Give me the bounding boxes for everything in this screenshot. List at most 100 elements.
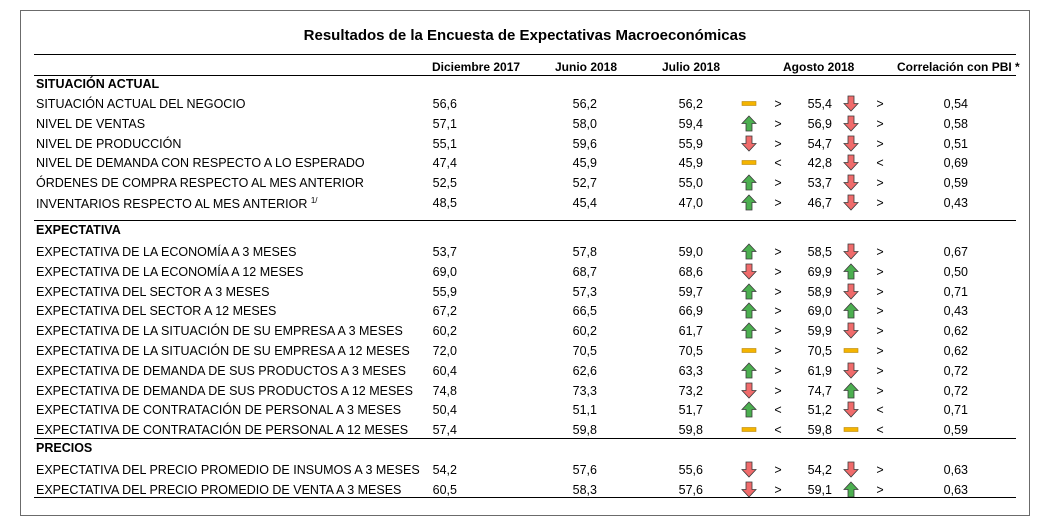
header-correlation: Correlación con PBI * (897, 60, 1020, 74)
value-jul-2018: 51,7 (678, 403, 703, 418)
arrow-up-icon (741, 174, 757, 191)
value-correlation: 0,71 (943, 284, 968, 299)
value-ago-2018: 61,9 (807, 363, 832, 378)
value-dic-2017: 48,5 (432, 196, 457, 210)
table-row: NIVEL DE DEMANDA CON RESPECTO A LO ESPER… (0, 153, 1050, 173)
row-label: EXPECTATIVA DE CONTRATACIÓN DE PERSONAL … (36, 423, 409, 438)
table-row: INVENTARIOS RESPECTO AL MES ANTERIOR 1/4… (0, 193, 1050, 213)
row-label: EXPECTATIVA DE DEMANDA DE SUS PRODUCTOS … (36, 383, 413, 398)
value-dic-2017: 74,8 (432, 383, 457, 398)
value-jun-2018: 45,9 (572, 156, 597, 171)
value-ago-2018: 51,2 (807, 403, 832, 418)
header-rule (34, 54, 1016, 55)
value-dic-2017: 69,0 (432, 264, 457, 279)
arrow-down-icon (741, 263, 757, 280)
comparison-sign: > (774, 284, 782, 299)
row-label: EXPECTATIVA DEL SECTOR A 3 MESES (36, 284, 270, 299)
value-jun-2018: 73,3 (572, 383, 597, 398)
value-correlation: 0,50 (943, 264, 968, 279)
comparison-sign: < (876, 156, 884, 171)
value-jul-2018: 45,9 (678, 156, 703, 171)
value-ago-2018: 59,9 (807, 324, 832, 339)
arrow-down-icon (843, 243, 859, 260)
value-correlation: 0,67 (943, 245, 968, 259)
table-row: EXPECTATIVA DEL PRECIO PROMEDIO DE VENTA… (0, 480, 1050, 500)
value-ago-2018: 59,1 (807, 482, 832, 497)
value-jun-2018: 58,0 (572, 116, 597, 131)
value-dic-2017: 47,4 (432, 156, 457, 171)
value-correlation: 0,59 (943, 176, 968, 191)
arrow-down-icon (843, 194, 859, 211)
dash-icon (741, 342, 757, 359)
comparison-sign: > (876, 97, 884, 111)
value-jul-2018: 56,2 (678, 97, 703, 111)
header-dic-2017: Diciembre 2017 (432, 60, 521, 74)
arrow-down-icon (843, 461, 859, 478)
arrow-down-icon (843, 115, 859, 132)
row-label: SITUACIÓN ACTUAL DEL NEGOCIO (36, 97, 246, 111)
value-correlation: 0,51 (943, 136, 968, 151)
arrow-down-icon (843, 135, 859, 152)
dash-icon (843, 342, 859, 359)
arrow-up-icon (741, 302, 757, 319)
value-jul-2018: 57,6 (678, 482, 703, 497)
table-row: EXPECTATIVA DEL SECTOR A 3 MESES 55,9 57,3… (0, 282, 1050, 302)
value-jun-2018: 45,4 (572, 196, 597, 210)
value-dic-2017: 60,2 (432, 324, 457, 339)
comparison-sign: > (876, 116, 884, 131)
value-ago-2018: 69,9 (807, 264, 832, 279)
value-dic-2017: 55,1 (432, 136, 457, 151)
value-ago-2018: 54,2 (807, 463, 832, 477)
value-ago-2018: 70,5 (807, 344, 832, 358)
arrow-up-icon (741, 401, 757, 418)
value-correlation: 0,69 (943, 156, 968, 171)
value-ago-2018: 58,9 (807, 284, 832, 299)
row-label: ÓRDENES DE COMPRA RESPECTO AL MES ANTERI… (36, 176, 364, 191)
value-correlation: 0,59 (943, 423, 968, 438)
value-jul-2018: 63,3 (678, 363, 703, 378)
arrow-up-icon (741, 115, 757, 132)
value-dic-2017: 50,4 (432, 403, 457, 418)
value-jul-2018: 59,0 (678, 245, 703, 259)
value-ago-2018: 56,9 (807, 116, 832, 131)
value-jun-2018: 57,3 (572, 284, 597, 299)
dash-icon (843, 421, 859, 438)
value-dic-2017: 67,2 (432, 304, 457, 319)
table-row: EXPECTATIVA DE DEMANDA DE SUS PRODUCTOS … (0, 381, 1050, 401)
value-ago-2018: 46,7 (807, 196, 832, 210)
row-label: EXPECTATIVA DE LA ECONOMÍA A 12 MESES (36, 264, 304, 279)
value-jul-2018: 73,2 (678, 383, 703, 398)
arrow-down-icon (843, 322, 859, 339)
table-frame (20, 10, 1030, 516)
value-jul-2018: 59,4 (678, 116, 703, 131)
value-jul-2018: 61,7 (678, 324, 703, 339)
comparison-sign: > (876, 196, 884, 210)
value-jul-2018: 47,0 (678, 196, 703, 210)
table-bottom-rule (34, 497, 1016, 498)
comparison-sign: > (774, 363, 782, 378)
comparison-sign: > (774, 136, 782, 151)
row-label: EXPECTATIVA DEL PRECIO PROMEDIO DE VENTA… (36, 482, 402, 497)
value-jun-2018: 60,2 (572, 324, 597, 339)
value-dic-2017: 53,7 (432, 245, 457, 259)
value-ago-2018: 53,7 (807, 176, 832, 191)
arrow-up-icon (741, 322, 757, 339)
value-jun-2018: 57,8 (572, 245, 597, 259)
value-correlation: 0,71 (943, 403, 968, 418)
value-ago-2018: 54,7 (807, 136, 832, 151)
comparison-sign: > (774, 482, 782, 497)
comparison-sign: < (774, 403, 782, 418)
comparison-sign: > (774, 116, 782, 131)
comparison-sign: > (876, 245, 884, 259)
value-jul-2018: 59,8 (678, 423, 703, 438)
comparison-sign: > (876, 463, 884, 477)
comparison-sign: > (774, 176, 782, 191)
value-correlation: 0,62 (943, 324, 968, 339)
value-correlation: 0,58 (943, 116, 968, 131)
value-jul-2018: 55,6 (678, 463, 703, 477)
row-label: EXPECTATIVA DEL PRECIO PROMEDIO DE INSUM… (36, 463, 420, 477)
row-label: EXPECTATIVA DE LA SITUACIÓN DE SU EMPRES… (36, 344, 410, 358)
value-ago-2018: 59,8 (807, 423, 832, 438)
value-ago-2018: 74,7 (807, 383, 832, 398)
comparison-sign: > (876, 482, 884, 497)
